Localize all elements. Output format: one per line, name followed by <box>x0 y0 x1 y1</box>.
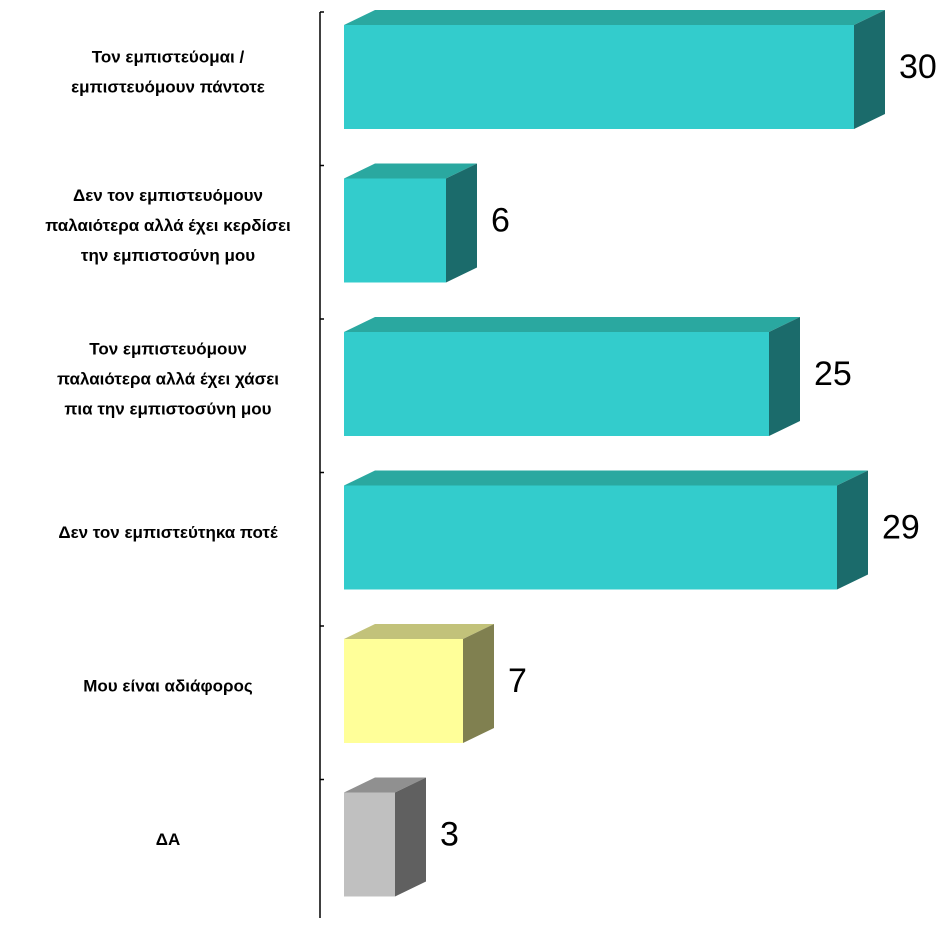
category-label-line: Δεν τον εμπιστευόμουν <box>73 186 263 205</box>
bar-4 <box>344 470 868 590</box>
data-label: 7 <box>508 662 527 700</box>
bar-top-face <box>344 163 477 179</box>
category-label-line: Μου είναι αδιάφορος <box>83 676 253 695</box>
bar-side-face <box>769 317 800 436</box>
category-label: Δεν τον εμπιστεύτηκα ποτέ <box>58 523 278 542</box>
data-label: 30 <box>899 48 937 86</box>
category-label-line: παλαιότερα αλλά έχει χάσει <box>57 369 279 388</box>
category-label: Τον εμπιστευόμουν παλαιότερα αλλά έχει χά… <box>57 339 279 418</box>
bar-6 <box>344 777 426 897</box>
bar-top-face <box>344 317 800 332</box>
bar-side-face <box>854 10 885 129</box>
bar-1 <box>344 10 885 129</box>
bar-2 <box>344 163 477 283</box>
category-label-line: εμπιστευόμουν πάντοτε <box>71 77 265 96</box>
bar-5 <box>344 624 494 743</box>
data-label: 6 <box>491 201 510 239</box>
category-label-line: Δεν τον εμπιστεύτηκα ποτέ <box>58 523 278 542</box>
category-label-line: την εμπιστοσύνη μου <box>81 246 255 265</box>
bar-front-face <box>344 485 837 590</box>
category-label: Μου είναι αδιάφορος <box>83 676 253 695</box>
category-label-line: παλαιότερα αλλά έχει κερδίσει <box>45 216 291 235</box>
category-label-line: ΔΑ <box>156 830 181 849</box>
bar-top-face <box>344 470 868 486</box>
bar-side-face <box>395 777 426 897</box>
category-label-line: Τον εμπιστευόμουν <box>89 339 247 358</box>
bar-front-face <box>344 792 395 897</box>
category-label-line: πια την εμπιστοσύνη μου <box>64 399 271 418</box>
bar-front-face <box>344 332 769 436</box>
bar-top-face <box>344 10 885 25</box>
bar-side-face <box>446 163 477 283</box>
bar-top-face <box>344 624 494 639</box>
data-label: 3 <box>440 815 459 853</box>
data-label: 25 <box>814 355 852 393</box>
bar-side-face <box>837 470 868 590</box>
category-label: Δεν τον εμπιστευόμουν παλαιότερα αλλά έχε… <box>45 186 291 265</box>
bar-3 <box>344 317 800 436</box>
category-label-line: Τον εμπιστεύομαι / <box>92 47 245 66</box>
bar-front-face <box>344 25 854 129</box>
bar-top-face <box>344 777 426 793</box>
bar-front-face <box>344 639 463 743</box>
category-label: Τον εμπιστεύομαι / εμπιστευόμουν πάντοτε <box>71 47 265 96</box>
bar-front-face <box>344 178 446 283</box>
data-label: 29 <box>882 508 920 546</box>
bar-side-face <box>463 624 494 743</box>
category-label: ΔΑ <box>156 830 181 849</box>
